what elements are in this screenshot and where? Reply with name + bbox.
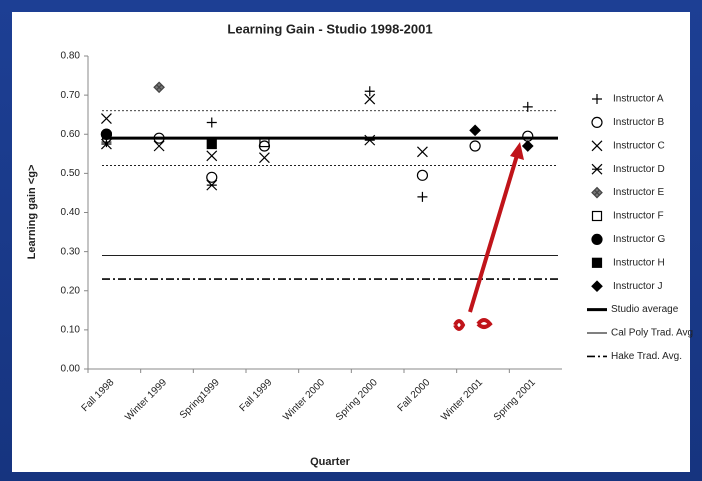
legend-marker [592, 94, 602, 104]
annotation-arrowhead [510, 142, 524, 160]
y-tick-label: 0.60 [61, 129, 81, 140]
legend-label: Instructor B [613, 117, 664, 128]
marker [469, 140, 481, 152]
marker [206, 171, 218, 183]
marker [206, 117, 217, 128]
marker [364, 93, 376, 105]
marker [469, 124, 481, 137]
y-axis-title: Learning gain <g> [26, 165, 38, 260]
y-tick-label: 0.40 [61, 207, 81, 218]
legend: Instructor A Instructor B Instructor C Inst… [587, 94, 693, 362]
marker [364, 134, 376, 146]
legend-label: Instructor G [613, 234, 665, 245]
legend-marker [591, 140, 603, 152]
legend-marker [591, 186, 603, 199]
annotation-scribble [453, 318, 493, 331]
marker [206, 179, 218, 191]
legend-marker [591, 257, 603, 268]
marker [259, 136, 270, 148]
legend-marker [591, 280, 603, 293]
marker [417, 191, 428, 202]
marker [101, 138, 112, 150]
legend-label: Instructor E [613, 187, 664, 198]
y-tick-label: 0.80 [61, 51, 81, 62]
legend-label: Hake Trad. Avg. [611, 351, 682, 362]
legend-marker [591, 163, 603, 175]
legend-marker [591, 233, 603, 245]
legend-label: Studio average [611, 304, 679, 315]
legend-marker [591, 116, 603, 129]
marker [153, 140, 165, 152]
marker [101, 113, 112, 125]
chart-title: Learning Gain - Studio 1998-2001 [227, 21, 432, 36]
y-tick-label: 0.00 [61, 364, 81, 375]
y-tick-label: 0.50 [61, 168, 81, 179]
legend-label: Instructor A [613, 94, 664, 105]
marker [522, 101, 533, 112]
marker [416, 169, 429, 181]
y-tick-label: 0.20 [61, 285, 81, 296]
chart-background [12, 12, 690, 472]
legend-label: Instructor D [613, 164, 665, 175]
legend-label: Cal Poly Trad. Avg [611, 328, 693, 339]
legend-label: Instructor F [613, 211, 664, 222]
annotation-arrow [468, 151, 520, 313]
marker [521, 140, 534, 152]
marker [417, 146, 428, 158]
x-axis-title: Quarter [310, 456, 350, 468]
marker [206, 150, 218, 162]
legend-label: Instructor J [613, 281, 662, 292]
marker [100, 128, 113, 140]
marker [364, 86, 375, 97]
marker [206, 138, 217, 150]
legend-label: Instructor H [613, 257, 665, 268]
y-tick-label: 0.10 [61, 325, 81, 336]
marker [259, 152, 270, 164]
marker [153, 132, 165, 144]
legend-marker [591, 210, 603, 222]
y-tick-label: 0.70 [61, 90, 81, 101]
legend-label: Instructor C [613, 140, 665, 151]
y-tick-label: 0.30 [61, 246, 81, 257]
marker [153, 81, 165, 94]
